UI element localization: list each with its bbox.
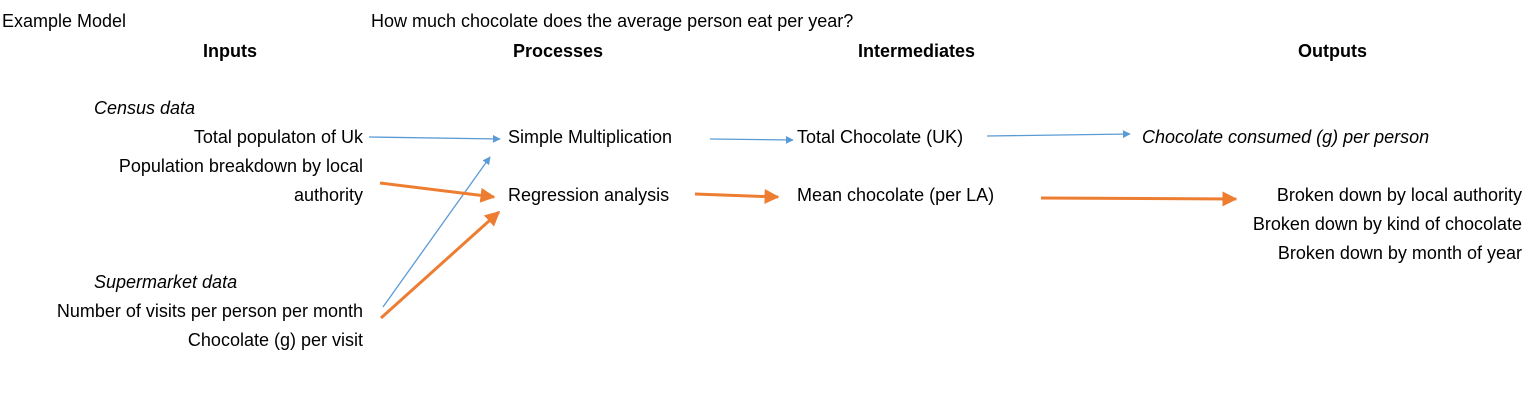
output-breakdown-month: Broken down by month of year [1277,243,1522,263]
arrow-visits-to-multiplication [382,156,491,308]
output-breakdown-local-authority: Broken down by local authority [1276,185,1522,205]
input-chocolate-per-visit: Chocolate (g) per visit [187,330,363,350]
column-heading-intermediates: Intermediates [858,41,976,61]
output-breakdown-kind: Broken down by kind of chocolate [1252,214,1522,234]
output-chocolate-per-person: Chocolate consumed (g) per person [1142,127,1430,147]
input-population-breakdown-cont: authority [293,185,363,205]
intermediate-mean-chocolate: Mean chocolate (per LA) [797,185,995,205]
arrow-population-to-multiplication [368,134,501,143]
arrow-regression-to-mean [694,189,780,205]
process-simple-multiplication: Simple Multiplication [508,127,673,147]
arrow-total-to-output [986,130,1131,139]
intermediate-total-chocolate: Total Chocolate (UK) [797,127,964,147]
arrow-breakdown-to-regression [379,181,496,203]
process-regression-analysis: Regression analysis [508,185,670,205]
input-total-population: Total populaton of Uk [193,127,363,147]
column-heading-inputs: Inputs [203,41,257,61]
arrow-chocolate-to-regression [379,210,501,320]
input-population-breakdown: Population breakdown by local [118,156,363,176]
arrow-multiplication-to-total [709,135,794,144]
arrow-mean-to-breakdowns [1040,191,1238,207]
model-question: How much chocolate does the average pers… [371,11,854,31]
model-label: Example Model [2,11,127,31]
column-heading-outputs: Outputs [1298,41,1367,61]
column-heading-processes: Processes [513,41,604,61]
input-visits-per-person: Number of visits per person per month [56,301,363,321]
census-data-heading: Census data [94,98,196,118]
supermarket-data-heading: Supermarket data [94,272,238,292]
